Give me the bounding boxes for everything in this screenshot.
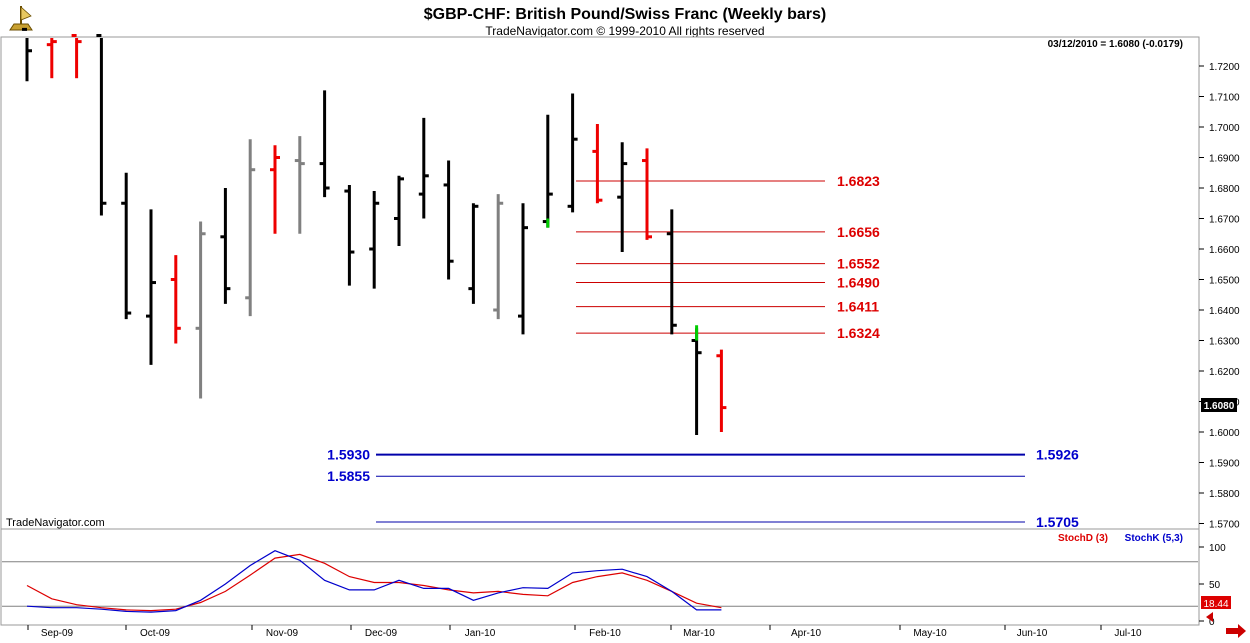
ohlc-bar	[443, 160, 454, 280]
ohlc-bar	[567, 93, 578, 213]
y-tick-label: 1.5900	[1209, 459, 1240, 470]
x-tick-label: Mar-10	[683, 628, 715, 639]
red-level-label: 1.6823	[837, 173, 880, 189]
ohlc-bar	[220, 188, 231, 304]
chart-subtitle: TradeNavigator.com © 1999-2010 All right…	[485, 24, 764, 38]
legend-stoch-d: StochD (3)	[1058, 533, 1108, 544]
x-axis: Sep-09 Oct-09 Nov-09 Dec-09 Jan-10 Feb-10 Mar-…	[27, 625, 1142, 639]
red-level-label: 1.6656	[837, 224, 880, 240]
x-tick-label: Apr-10	[791, 628, 821, 639]
ohlc-bar	[642, 148, 652, 240]
y-tick-label: 1.6700	[1209, 215, 1240, 226]
blue-level-label-left: 1.5855	[327, 468, 370, 484]
blue-level-label-left: 1.5930	[327, 447, 370, 463]
support-resistance-levels: 1.6823 1.6656 1.6552 1.6490 1.6411 1.6324 1.59…	[327, 173, 1079, 530]
x-tick-label: Feb-10	[589, 628, 621, 639]
ohlc-bar	[468, 203, 479, 304]
stochastic-panel: 100 50 0	[2, 543, 1226, 628]
y-tick-label: 1.7100	[1209, 93, 1240, 104]
x-tick-label: Jul-10	[1114, 628, 1142, 639]
blue-level-label-right: 1.5705	[1036, 514, 1079, 530]
scroll-left-arrow[interactable]	[1206, 612, 1213, 622]
legend-stoch-k: StochK (5,3)	[1125, 533, 1183, 544]
ohlc-bar	[369, 191, 380, 289]
ohlc-bar	[22, 27, 32, 82]
y-tick-label: 1.7200	[1209, 62, 1240, 73]
x-tick-label: Dec-09	[365, 628, 398, 639]
ohlc-bar	[96, 34, 107, 216]
stoch-last-box	[1201, 596, 1231, 609]
ohlc-bar	[617, 142, 628, 253]
y-tick-label: 1.6900	[1209, 154, 1240, 165]
y-tick-label: 1.7000	[1209, 123, 1240, 134]
ohlc-bar	[121, 172, 132, 320]
ohlc-bar	[666, 209, 677, 335]
y-tick-label: 1.5700	[1209, 520, 1240, 531]
chart-title: $GBP-CHF: British Pound/Swiss Franc (Wee…	[424, 6, 826, 23]
stoch-last-label: 18.44	[1203, 599, 1228, 610]
ohlc-bar	[46, 38, 57, 79]
ohlc-bar	[592, 123, 603, 204]
red-level-label: 1.6490	[837, 275, 880, 291]
last-price-label: 1.6080	[1204, 401, 1235, 412]
x-tick-label: Jan-10	[465, 628, 496, 639]
ohlc-bar	[71, 34, 82, 79]
stoch-panel-frame	[0, 528, 1200, 626]
ohlc-bar	[493, 194, 504, 320]
red-level-label: 1.6411	[837, 299, 879, 315]
y-tick-label: 1.6000	[1209, 428, 1240, 439]
blue-level-label-right: 1.5926	[1036, 447, 1079, 463]
logo	[4, 4, 38, 34]
last-quote-info: 03/12/2010 = 1.6080 (-0.0179)	[1048, 39, 1183, 50]
stoch-series-line-1	[26, 550, 722, 613]
x-tick-label: May-10	[913, 628, 947, 639]
ohlc-bar	[245, 139, 256, 317]
ohlc-bar	[195, 221, 206, 399]
stoch-tick-label: 100	[1209, 543, 1226, 554]
stoch-series-line-0	[26, 553, 722, 612]
y-tick-label: 1.6800	[1209, 184, 1240, 195]
x-tick-label: Nov-09	[266, 628, 299, 639]
y-tick-label: 1.5800	[1209, 489, 1240, 500]
last-price-box	[1201, 398, 1237, 412]
ohlc-bar	[270, 145, 280, 234]
ohlc-bar	[146, 209, 156, 365]
ohlc-bar	[542, 114, 553, 228]
ohlc-bar	[294, 136, 305, 234]
x-tick-label: Sep-09	[41, 628, 74, 639]
price-y-axis: 1.7200 1.7100 1.7000 1.6900 1.6800 1.6700 1.66…	[1199, 62, 1240, 531]
stoch-tick-label: 0	[1209, 617, 1215, 628]
y-tick-label: 1.6300	[1209, 337, 1240, 348]
y-tick-label: 1.6500	[1209, 276, 1240, 287]
red-level-label: 1.6324	[837, 325, 880, 341]
y-tick-label: 1.6400	[1209, 306, 1240, 317]
stoch-tick-label: 50	[1209, 580, 1221, 591]
ohlc-bar	[418, 117, 429, 219]
watermark: TradeNavigator.com	[6, 517, 105, 529]
ohlc-bar	[319, 90, 330, 198]
x-tick-label: Jun-10	[1017, 628, 1048, 639]
ohlc-bar	[518, 203, 528, 335]
ohlc-bar	[344, 184, 355, 286]
scroll-right-arrow[interactable]	[1226, 624, 1246, 638]
ohlc-bar	[394, 175, 404, 246]
red-level-label: 1.6552	[837, 256, 880, 272]
ohlc-bar	[716, 349, 727, 432]
y-tick-label: 1.6600	[1209, 245, 1240, 256]
ohlc-bar	[170, 255, 181, 344]
y-tick-label: 1.6200	[1209, 367, 1240, 378]
ohlc-bar	[691, 328, 702, 436]
x-tick-label: Oct-09	[140, 628, 170, 639]
price-bars	[22, 27, 727, 436]
